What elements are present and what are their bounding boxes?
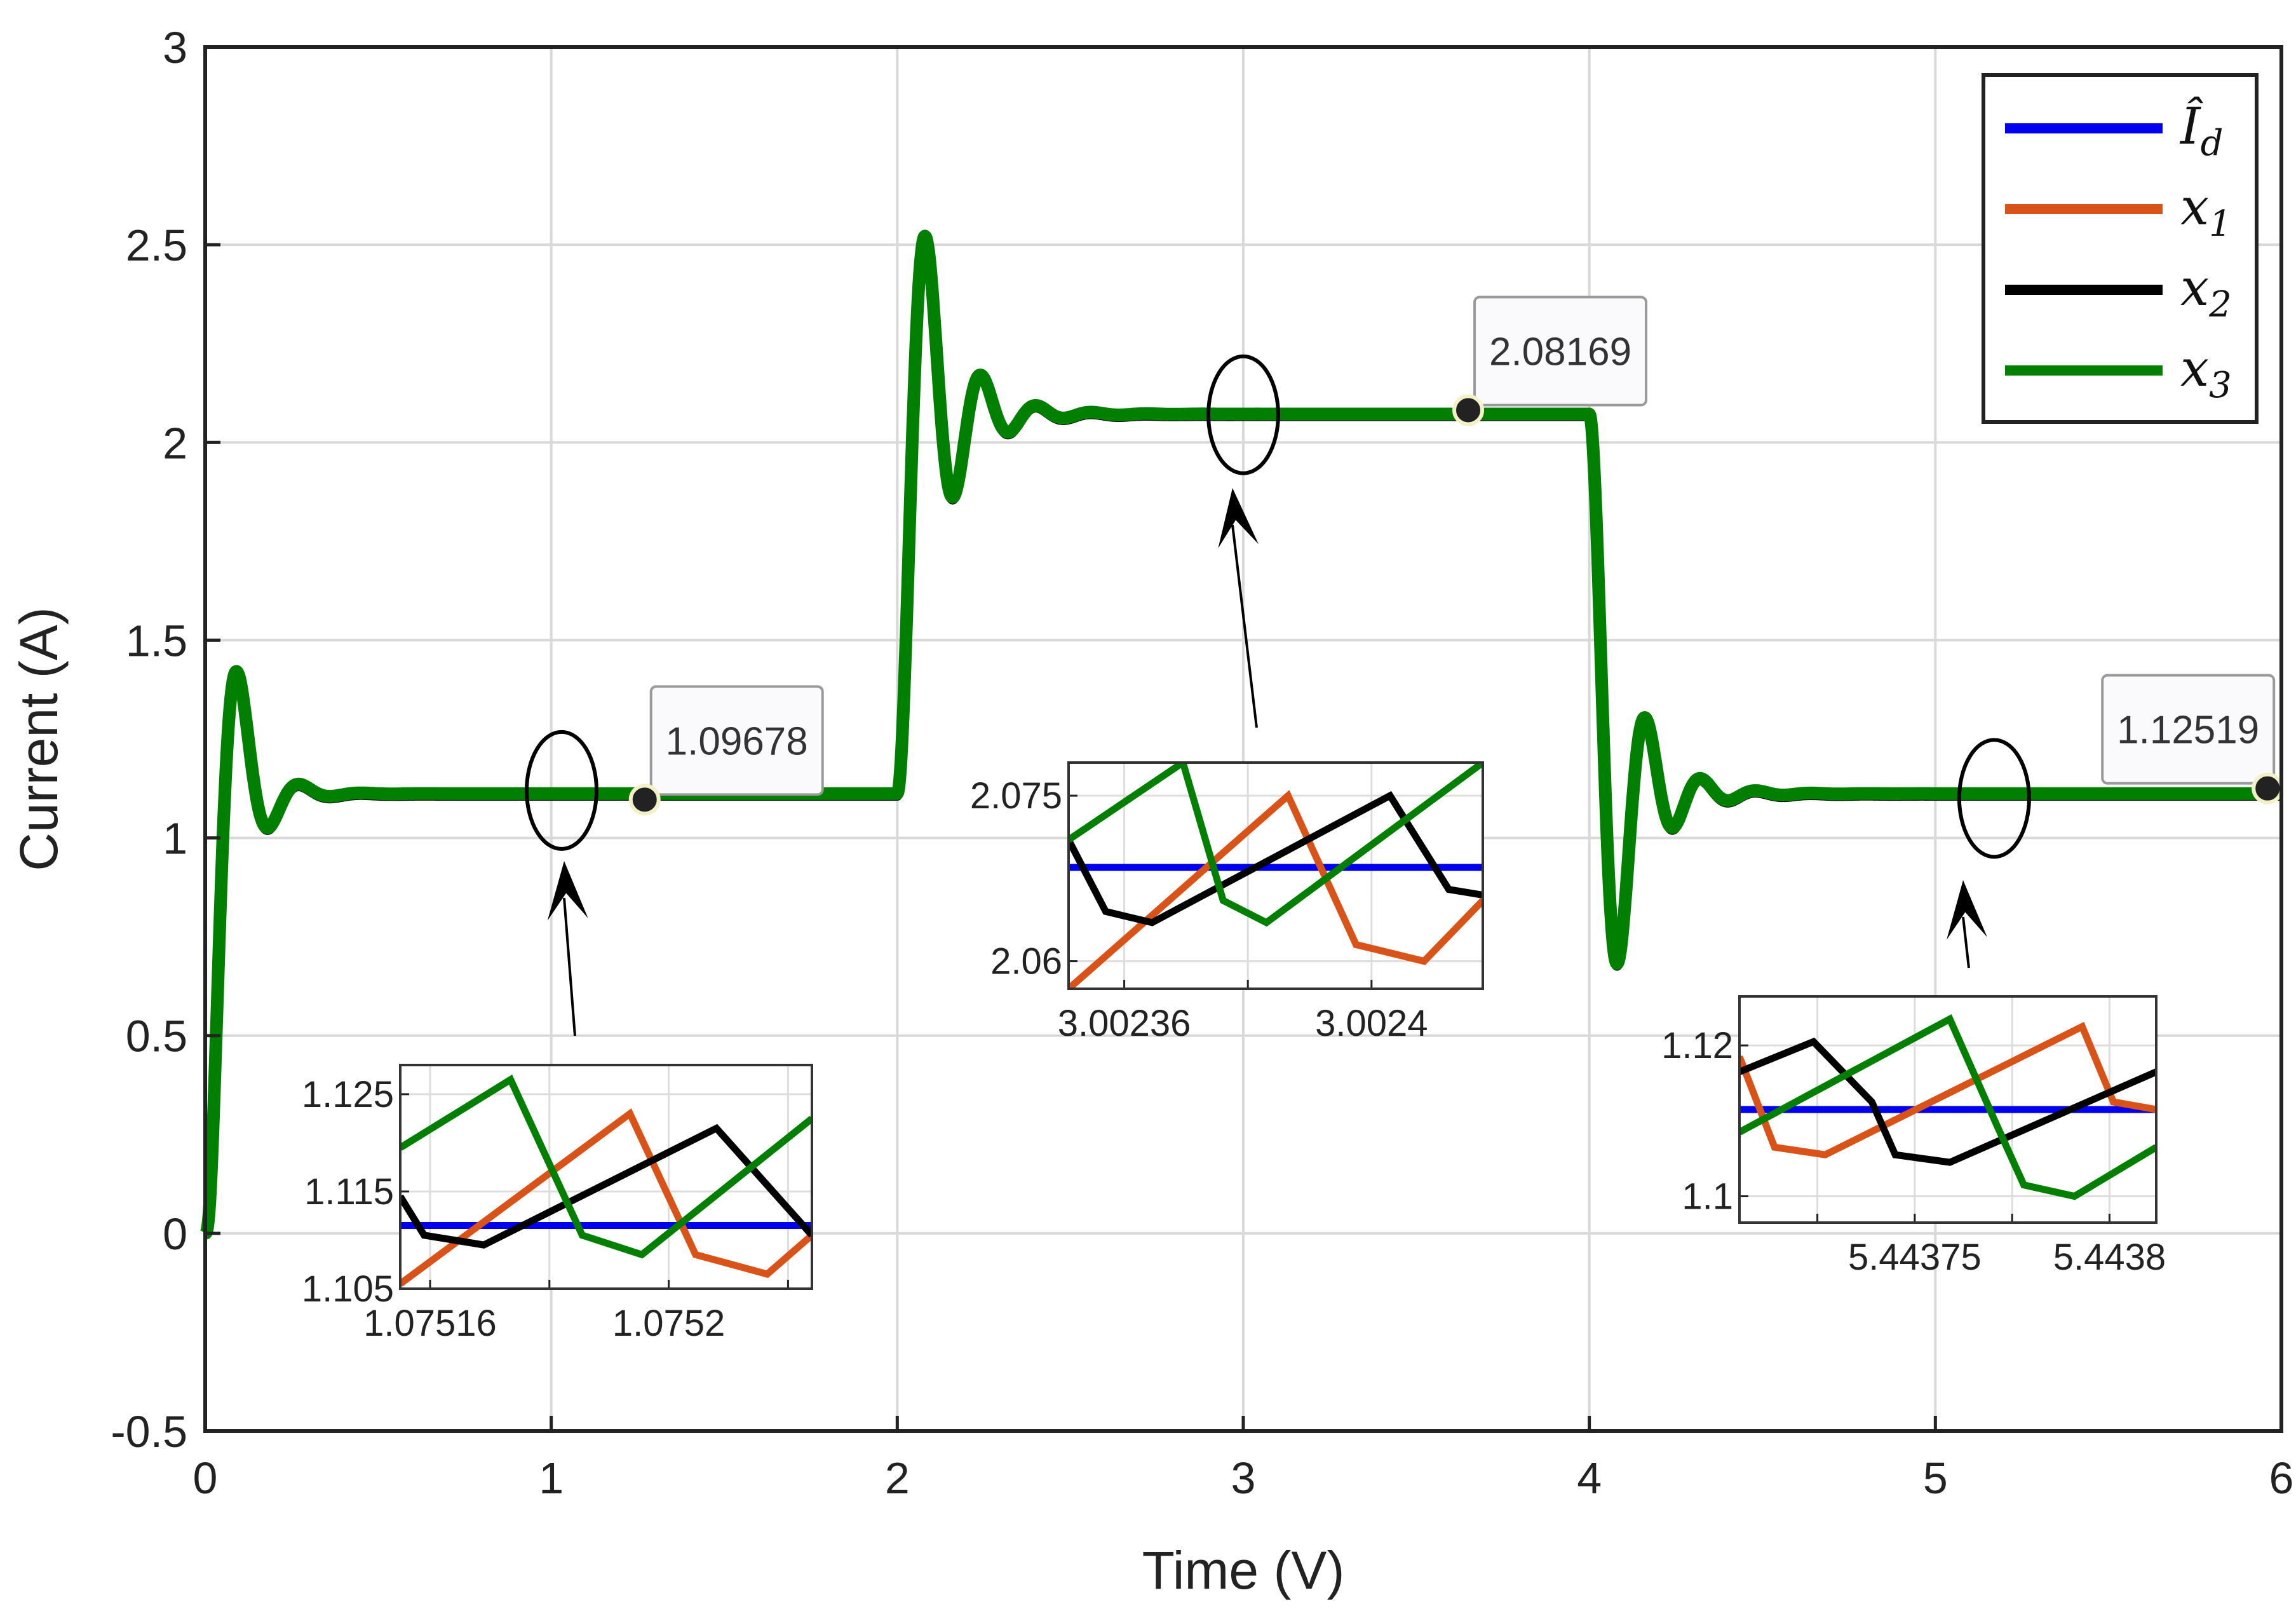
inset-x-tick-label: 3.0024 bbox=[1315, 1003, 1428, 1044]
inset-y-tick-label: 2.06 bbox=[990, 941, 1062, 982]
y-tick-label: 0 bbox=[163, 1209, 187, 1259]
annotations: 1.09678 2.08169 1.12519 bbox=[525, 295, 2284, 1036]
inset-frame bbox=[1738, 995, 2158, 1224]
highlight-ellipse bbox=[525, 730, 599, 851]
datatip-box bbox=[2101, 674, 2276, 785]
inset-frame bbox=[399, 1064, 813, 1290]
legend-label: x2 bbox=[2180, 258, 2232, 325]
y-tick-label: 0.5 bbox=[126, 1012, 187, 1061]
inset-series-x3 bbox=[1069, 763, 1483, 927]
inset-y-tick-label: 1.1 bbox=[1682, 1176, 1733, 1217]
y-ticks: -0.5 0 0.5 1 1.5 2 2.5 3 bbox=[111, 23, 220, 1456]
datatip-marker bbox=[628, 784, 661, 816]
highlight-ellipse bbox=[1206, 354, 1280, 475]
inset-3: 5.44375 5.4438 1.1 1.12 bbox=[1661, 995, 2166, 1278]
datatip-label: 1.12519 bbox=[2117, 709, 2259, 752]
y-tick-label: 3 bbox=[163, 23, 187, 72]
inset-y-tick-label: 1.12 bbox=[1661, 1025, 1733, 1066]
y-tick-label: 2.5 bbox=[126, 221, 187, 270]
pointer-arrow-head bbox=[1947, 880, 1987, 940]
inset-x-tick-label: 5.4438 bbox=[2053, 1237, 2166, 1278]
inset-y-tick-label: 1.115 bbox=[304, 1171, 394, 1212]
legend-label: Îd bbox=[2179, 96, 2223, 164]
inset-x-tick-label: 3.00236 bbox=[1058, 1003, 1191, 1044]
y-axis-title: Current (A) bbox=[9, 607, 69, 871]
plot-lines bbox=[199, 229, 2287, 1240]
x-tick-label: 5 bbox=[1923, 1453, 1948, 1503]
datatip-label: 2.08169 bbox=[1489, 330, 1631, 374]
datatip-box bbox=[1473, 295, 1648, 407]
inset-lines bbox=[400, 1075, 812, 1287]
y-tick-label: 1 bbox=[163, 814, 187, 864]
inset-series-x2 bbox=[400, 1124, 812, 1249]
x-tick-label: 0 bbox=[193, 1453, 218, 1503]
inset-y-tick-label: 2.075 bbox=[970, 775, 1062, 817]
y-tick-label: 1.5 bbox=[126, 616, 187, 665]
x-tick-label: 2 bbox=[885, 1453, 910, 1503]
inset-y-tick-label: 1.125 bbox=[302, 1074, 394, 1115]
x-tick-label: 1 bbox=[539, 1453, 564, 1503]
inset-background bbox=[1069, 763, 1483, 989]
inset-x-tick-label: 1.0752 bbox=[612, 1303, 725, 1344]
pointer-arrow-head bbox=[1218, 488, 1259, 548]
inset-series-x1 bbox=[1739, 1021, 2156, 1158]
highlight-ellipse bbox=[1957, 738, 2031, 859]
inset-series-x2 bbox=[1069, 791, 1483, 927]
inset-y-tick-label: 1.105 bbox=[302, 1268, 394, 1310]
pointer-arrow-shaft bbox=[1231, 524, 1258, 728]
inset-x-tick-label: 1.07516 bbox=[363, 1303, 497, 1344]
pointer-arrow-shaft bbox=[1962, 916, 1970, 968]
inset-background bbox=[400, 1065, 812, 1289]
datatip-marker bbox=[1452, 394, 1485, 426]
x-tick-label: 6 bbox=[2269, 1453, 2294, 1503]
x-tick-label: 3 bbox=[1231, 1453, 1256, 1503]
datatip-box bbox=[649, 685, 824, 796]
series-line-x3 bbox=[199, 229, 2287, 1240]
x-axis-title: Time (V) bbox=[1142, 1540, 1345, 1600]
y-tick-label: -0.5 bbox=[111, 1407, 187, 1456]
pointer-arrow-shaft bbox=[563, 897, 576, 1036]
x-tick-label: 4 bbox=[1577, 1453, 1602, 1503]
inset-series-x2 bbox=[1739, 1037, 2156, 1166]
inset-lines bbox=[1069, 763, 1483, 989]
datatip-marker bbox=[2252, 772, 2284, 804]
legend: Îd x1 x2 x3 bbox=[1982, 73, 2259, 424]
legend-label: x1 bbox=[2180, 177, 2232, 245]
inset-series-x3 bbox=[1739, 1014, 2156, 1200]
inset-frame bbox=[1067, 761, 1484, 990]
pointer-arrow-head bbox=[547, 861, 588, 921]
y-tick-label: 2 bbox=[163, 418, 187, 468]
x-ticks: 0 1 2 3 4 5 6 bbox=[193, 1416, 2294, 1503]
inset-2: 3.00236 3.0024 2.06 2.075 bbox=[970, 761, 1484, 1044]
inset-1: 1.07516 1.0752 1.105 1.115 1.125 bbox=[302, 1064, 813, 1344]
datatip-label: 1.09678 bbox=[666, 719, 808, 763]
legend-label: x3 bbox=[2180, 339, 2232, 406]
inset-lines bbox=[1739, 1014, 2156, 1200]
inset-series-x3 bbox=[400, 1075, 812, 1259]
inset-x-tick-label: 5.44375 bbox=[1848, 1237, 1982, 1278]
